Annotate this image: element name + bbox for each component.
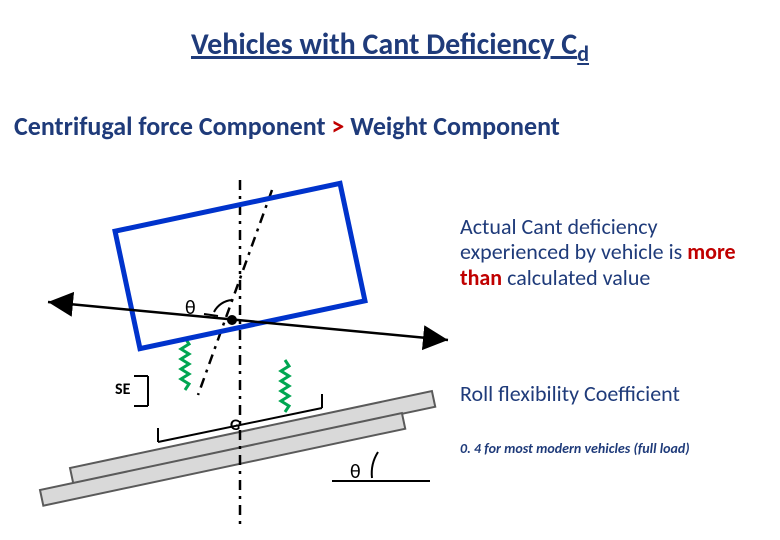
rail-back <box>70 391 435 484</box>
diagram-svg <box>0 0 780 540</box>
center-point <box>227 315 237 325</box>
angle-tick <box>204 314 218 316</box>
dash-tilted <box>198 190 272 395</box>
force-arrow <box>48 302 448 340</box>
spring-right <box>281 360 289 412</box>
se-bracket <box>134 376 148 406</box>
angle-arc-lower <box>372 452 378 478</box>
spring-left <box>181 338 189 390</box>
rails-group <box>40 391 435 506</box>
rail-front <box>40 413 405 506</box>
